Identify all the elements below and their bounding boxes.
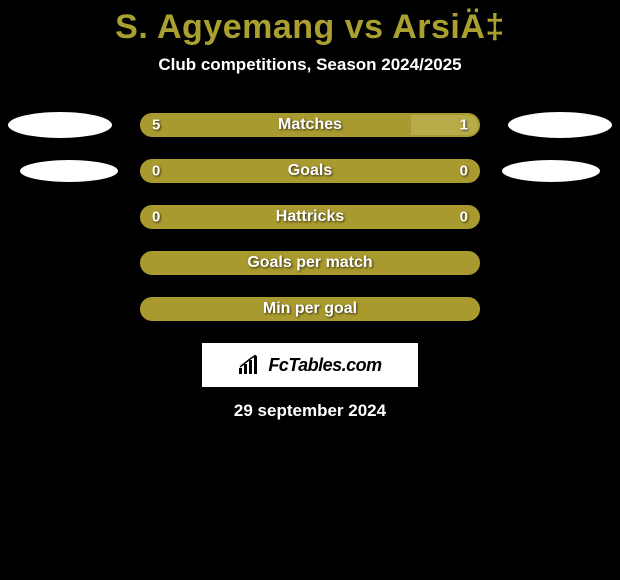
stat-bar: 5 1 Matches: [140, 113, 480, 137]
stat-row: 0 0 Goals: [0, 159, 620, 183]
stat-bar: 0 0 Goals: [140, 159, 480, 183]
bar-segment-left: [142, 115, 411, 135]
stat-row: Goals per match: [0, 251, 620, 275]
stat-row: 5 1 Matches: [0, 113, 620, 137]
bar-value-right: 0: [460, 209, 468, 226]
bar-segment-right: [310, 161, 478, 181]
bar-label: Goals: [288, 162, 332, 180]
stat-bar: Goals per match: [140, 251, 480, 275]
page-title: S. Agyemang vs ArsiÄ‡: [0, 0, 620, 47]
bar-segment-left: [142, 161, 310, 181]
bar-value-right: 1: [460, 117, 468, 134]
player-right-ellipse: [508, 112, 612, 138]
bar-label: Matches: [278, 116, 342, 134]
brand-badge: FcTables.com: [202, 343, 418, 387]
bar-value-left: 0: [152, 209, 160, 226]
chart-icon: [238, 355, 262, 375]
bar-label: Hattricks: [276, 208, 344, 226]
bar-value-right: 0: [460, 163, 468, 180]
player-right-ellipse: [502, 160, 600, 182]
player-left-ellipse: [20, 160, 118, 182]
stat-rows: 5 1 Matches 0 0 Goals 0 0 Hattricks Goals per mat…: [0, 113, 620, 321]
player-left-ellipse: [8, 112, 112, 138]
brand-text: FcTables.com: [268, 355, 381, 376]
bar-value-left: 5: [152, 117, 160, 134]
stat-bar: 0 0 Hattricks: [140, 205, 480, 229]
stat-bar: Min per goal: [140, 297, 480, 321]
bar-label: Min per goal: [263, 300, 357, 318]
subtitle: Club competitions, Season 2024/2025: [0, 55, 620, 75]
bar-label: Goals per match: [247, 254, 372, 272]
date-label: 29 september 2024: [0, 401, 620, 421]
stat-row: 0 0 Hattricks: [0, 205, 620, 229]
bar-value-left: 0: [152, 163, 160, 180]
stat-row: Min per goal: [0, 297, 620, 321]
